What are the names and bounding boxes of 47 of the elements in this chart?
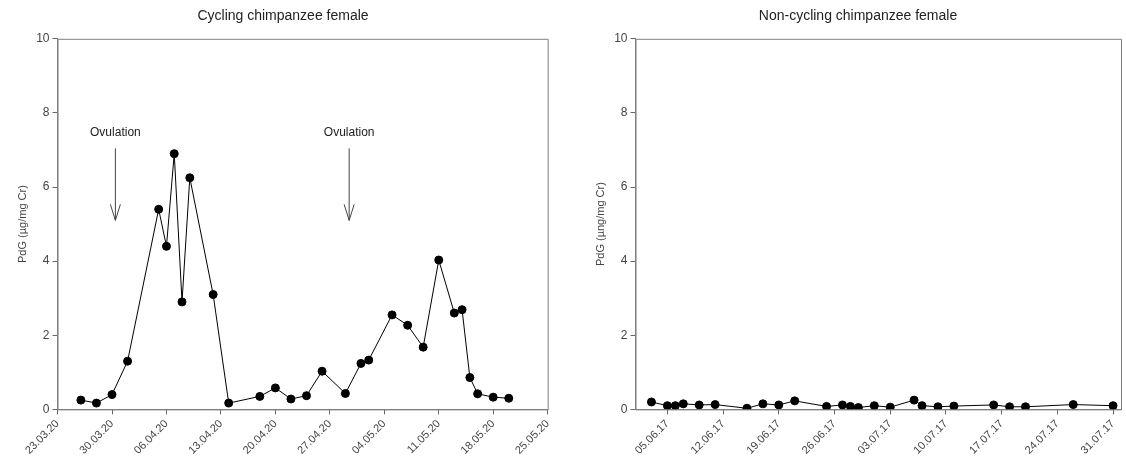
y-tick-label: 10 (36, 31, 50, 46)
point (76, 395, 86, 405)
point (473, 389, 483, 399)
y-axis-title: PdG (µng/mg Cr) (593, 182, 606, 267)
point (387, 310, 397, 320)
point (286, 394, 296, 404)
point (356, 358, 366, 368)
point (107, 390, 117, 400)
point (255, 391, 265, 401)
point (403, 320, 413, 330)
point (457, 305, 467, 315)
annotation: Ovulation (323, 125, 375, 140)
point (434, 255, 444, 265)
point (169, 149, 179, 159)
point (123, 356, 133, 366)
point (208, 290, 218, 300)
y-tick-label: 6 (620, 179, 628, 194)
y-tick-label: 10 (614, 31, 628, 46)
point (418, 342, 428, 352)
point (91, 398, 101, 408)
y-axis-title: PdG (µg/mg Cr) (15, 185, 28, 264)
point (449, 308, 459, 318)
y-tick-label: 2 (620, 327, 628, 342)
y-tick-label: 4 (620, 253, 628, 268)
chart-title: Cycling chimpanzee female (197, 7, 369, 24)
point (302, 391, 311, 401)
y-tick-label: 0 (42, 401, 50, 416)
annotation: Ovulation (90, 125, 141, 140)
point (154, 204, 164, 214)
y-tick-label: 6 (42, 179, 50, 194)
point (270, 383, 280, 393)
y-tick-label: 0 (620, 401, 628, 416)
point (488, 392, 498, 402)
point (185, 173, 195, 183)
chart-title: Non-cycling chimpanzee female (758, 7, 958, 24)
y-tick-label: 8 (42, 105, 50, 120)
y-tick-label: 8 (620, 105, 628, 120)
point (317, 366, 327, 376)
point (364, 355, 374, 365)
point (224, 398, 234, 408)
point (465, 373, 475, 383)
point (504, 393, 514, 403)
point (161, 241, 171, 251)
y-tick-label: 4 (42, 253, 50, 268)
point (177, 297, 187, 307)
point (340, 388, 350, 398)
y-tick-label: 2 (42, 327, 50, 342)
